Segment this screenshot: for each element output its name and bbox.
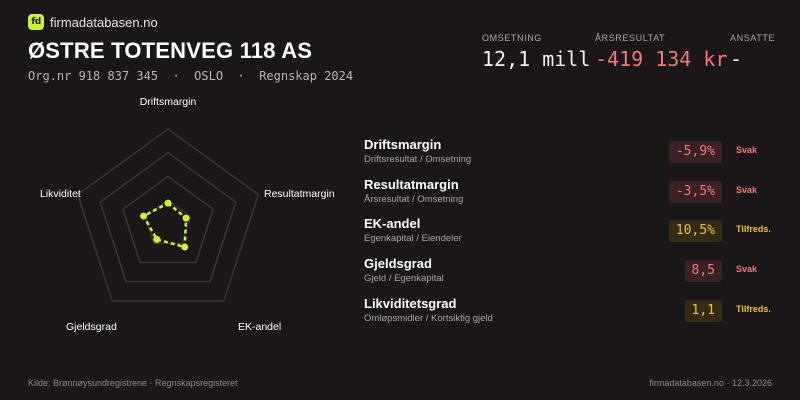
radar-grid-ring	[144, 199, 192, 244]
ratio-name: Driftsmargin	[364, 137, 442, 152]
radar-axis-label: Likviditet	[40, 188, 81, 200]
ratio-value: 8,5	[684, 260, 722, 282]
radar-point	[140, 212, 148, 220]
kpi-value: -	[730, 47, 743, 71]
radar-grid-ring	[121, 175, 215, 264]
radar-series-polygon	[141, 201, 188, 249]
company-name: ØSTRE TOTENVEG 118 AS	[28, 38, 313, 63]
kpi-ansatte: ANSATTE -	[730, 33, 775, 71]
radar-grid	[76, 128, 260, 302]
footer-site-date[interactable]: firmadatabasen.no · 12.3.2026	[649, 378, 772, 388]
ratio-name: Resultatmargin	[364, 177, 459, 192]
ratio-value: -3,5%	[668, 181, 722, 203]
ratio-formula: Driftsresultat / Omsetning	[364, 154, 472, 165]
radar-point	[181, 243, 189, 251]
ratio-formula: Egenkapital / Eiendeler	[364, 233, 462, 244]
kpi-label: OMSETNING	[482, 33, 542, 43]
kpi-value: 12,1 mill	[482, 47, 591, 71]
ratio-value: 10,5%	[668, 220, 722, 242]
ratio-formula: Årsresultat / Omsetning	[364, 194, 464, 205]
ratio-value: -5,9%	[668, 141, 722, 163]
radar-axis-label: EK-andel	[238, 321, 281, 333]
kpi-arsresultat: ÅRSRESULTAT -419 134 kr	[595, 33, 727, 71]
company-meta: Org.nr 918 837 345 · OSLO · Regnskap 202…	[28, 69, 354, 83]
radar-grid-ring	[99, 151, 237, 283]
ratio-name: EK-andel	[364, 216, 421, 231]
radar-axis-label: Driftsmargin	[140, 96, 197, 108]
radar-axis-label: Gjeldsgrad	[66, 321, 117, 333]
brand-logo-icon: fd	[28, 14, 44, 30]
radar-point	[164, 199, 172, 207]
kpi-value: -419 134 kr	[595, 47, 728, 71]
radar-point	[153, 235, 161, 243]
ratio-status: Svak	[736, 145, 758, 155]
ratio-status: Svak	[736, 264, 758, 274]
ratio-row-gjeldsgrad: Gjeldsgrad Gjeld / Egenkapital 8,5 Svak	[364, 256, 774, 294]
radar-point	[182, 214, 190, 222]
radar-axis-label: Resultatmargin	[264, 188, 335, 200]
ratio-row-likviditetsgrad: Likviditetsgrad Omløpsmidler / Kortsikti…	[364, 296, 774, 334]
kpi-omsetning: OMSETNING 12,1 mill	[482, 33, 590, 71]
ratio-row-driftsmargin: Driftsmargin Driftsresultat / Omsetning …	[364, 137, 774, 175]
kpi-label: ANSATTE	[730, 33, 776, 43]
ratio-row-ek-andel: EK-andel Egenkapital / Eiendeler 10,5% T…	[364, 216, 774, 254]
footer-source: Kilde: Brønnøysundregistrene · Regnskaps…	[28, 378, 238, 388]
radar-points	[140, 199, 190, 251]
ratio-name: Gjeldsgrad	[364, 256, 432, 271]
ratio-status: Tilfreds.	[736, 304, 771, 314]
ratio-formula: Omløpsmidler / Kortsiktig gjeld	[364, 313, 493, 324]
ratio-status: Svak	[736, 185, 758, 195]
brand[interactable]: fd firmadatabasen.no	[28, 14, 158, 30]
kpi-label: ÅRSRESULTAT	[595, 33, 666, 43]
brand-name: firmadatabasen.no	[50, 14, 158, 30]
ratio-name: Likviditetsgrad	[364, 296, 457, 311]
ratio-status: Tilfreds.	[736, 224, 771, 234]
ratio-row-resultatmargin: Resultatmargin Årsresultat / Omsetning -…	[364, 177, 774, 215]
ratio-value: 1,1	[684, 300, 722, 322]
ratio-formula: Gjeld / Egenkapital	[364, 273, 444, 284]
radar-grid-ring	[76, 128, 260, 302]
